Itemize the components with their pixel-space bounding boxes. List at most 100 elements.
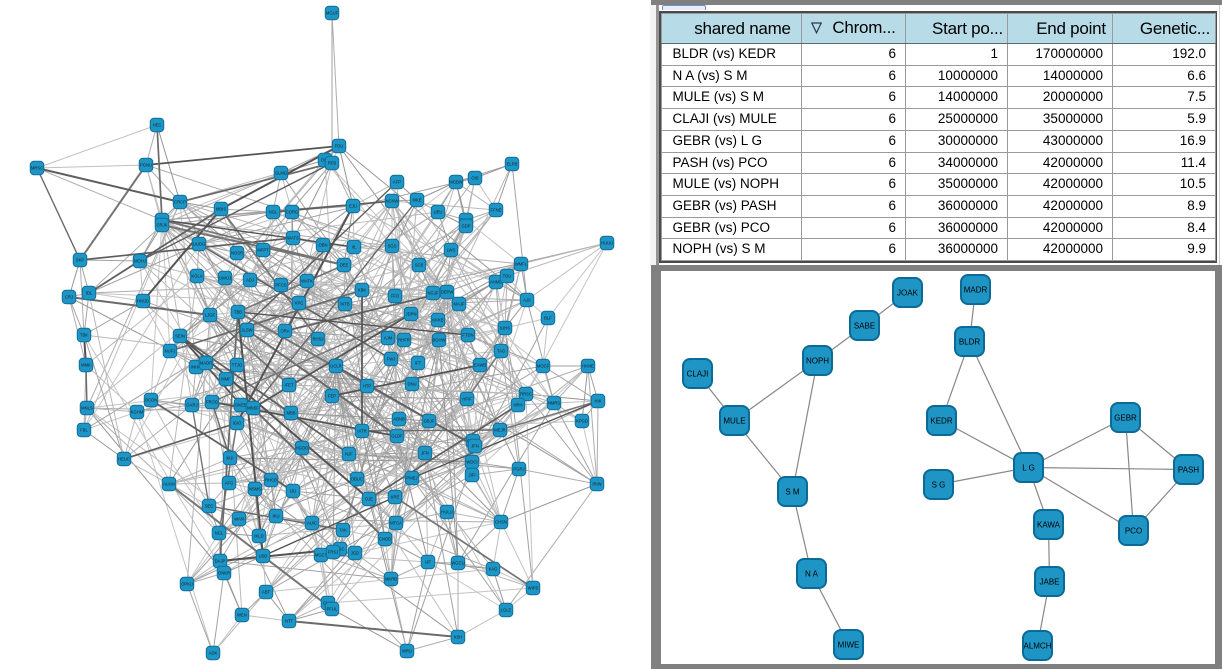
svg-text:KKKB: KKKB: [432, 318, 443, 323]
svg-text:UWUJ: UWUJ: [219, 276, 231, 281]
svg-text:CLAJI: CLAJI: [687, 369, 709, 378]
svg-text:SCB: SCB: [415, 263, 424, 268]
svg-text:FTDN: FTDN: [462, 333, 473, 338]
svg-text:KRE: KRE: [391, 495, 400, 500]
svg-text:GLMG: GLMG: [275, 171, 287, 176]
svg-text:MFPT: MFPT: [257, 248, 269, 253]
svg-text:FFNE: FFNE: [491, 208, 502, 213]
svg-text:FBL: FBL: [80, 428, 88, 433]
svg-text:RHCB: RHCB: [265, 478, 277, 483]
svg-text:CRJ: CRJ: [65, 295, 73, 300]
svg-text:NJF: NJF: [345, 452, 353, 457]
svg-text:EJU: EJU: [349, 204, 357, 209]
svg-text:PMEJ: PMEJ: [406, 476, 417, 481]
svg-text:FOU: FOU: [335, 144, 344, 149]
svg-text:HGOO: HGOO: [296, 446, 310, 451]
svg-text:IJF: IJF: [425, 560, 431, 565]
svg-text:IJU: IJU: [290, 489, 296, 494]
svg-text:FRSJ: FRSJ: [328, 550, 338, 555]
svg-text:MIWE: MIWE: [838, 640, 860, 649]
svg-text:MGUF: MGUF: [326, 11, 339, 16]
svg-text:HULU: HULU: [441, 510, 452, 515]
svg-text:KPC: KPC: [295, 301, 304, 306]
svg-text:HFIF: HFIF: [462, 397, 472, 402]
svg-text:OPKU: OPKU: [181, 582, 193, 587]
svg-text:INHN: INHN: [191, 365, 201, 370]
svg-text:HWJD: HWJD: [137, 299, 149, 304]
svg-text:NGL: NGL: [269, 210, 278, 215]
svg-text:KBK: KBK: [358, 288, 367, 293]
svg-text:KGHM: KGHM: [131, 410, 144, 415]
svg-text:IFT: IFT: [415, 361, 422, 366]
svg-text:WGCU: WGCU: [451, 561, 464, 566]
svg-text:WATK: WATK: [301, 279, 313, 284]
svg-text:MOHJ: MOHJ: [134, 259, 146, 264]
svg-text:ADJ: ADJ: [246, 278, 254, 283]
svg-text:MGCT: MGCT: [315, 553, 328, 558]
svg-text:FFO: FFO: [391, 294, 400, 299]
svg-text:KSH: KSH: [454, 635, 463, 640]
svg-text:KUI: KUI: [227, 456, 234, 461]
svg-text:KAWA: KAWA: [1037, 520, 1061, 529]
svg-text:WMFL: WMFL: [515, 262, 528, 267]
svg-text:IFET: IFET: [284, 383, 294, 388]
svg-text:MTCA: MTCA: [390, 521, 402, 526]
svg-text:WRU: WRU: [402, 649, 412, 654]
svg-text:MRSC: MRSC: [31, 166, 43, 171]
svg-text:USD: USD: [259, 554, 268, 559]
svg-text:MNLS: MNLS: [81, 406, 93, 411]
svg-text:S M: S M: [785, 487, 800, 496]
svg-text:CNOD: CNOD: [379, 537, 391, 542]
svg-text:IKU: IKU: [273, 514, 280, 519]
svg-text:SKP: SKP: [76, 258, 85, 263]
svg-text:NUFJ: NUFJ: [165, 349, 176, 354]
svg-text:BGHW: BGHW: [432, 338, 445, 343]
svg-text:MADR: MADR: [200, 361, 212, 366]
svg-text:SGS: SGS: [388, 244, 397, 249]
svg-text:MBB: MBB: [286, 411, 295, 416]
svg-text:N A: N A: [805, 569, 819, 578]
svg-text:CRJK: CRJK: [157, 223, 168, 228]
svg-text:MKE: MKE: [412, 198, 421, 203]
svg-text:MEJR: MEJR: [494, 428, 505, 433]
svg-text:WDCI: WDCI: [466, 460, 477, 465]
svg-text:IKTB: IKTB: [340, 302, 350, 307]
svg-text:OKEE: OKEE: [235, 403, 247, 408]
svg-text:TBB: TBB: [234, 310, 242, 315]
svg-text:IKLD: IKLD: [254, 534, 263, 539]
svg-text:CHSN: CHSN: [495, 520, 507, 525]
svg-text:ABT: ABT: [262, 590, 271, 595]
svg-text:UCLR: UCLR: [330, 364, 341, 369]
svg-text:DNU: DNU: [407, 382, 416, 387]
svg-text:BLDR: BLDR: [959, 337, 981, 346]
svg-text:IRIW: IRIW: [592, 482, 601, 487]
svg-text:NGJF: NGJF: [428, 291, 439, 296]
svg-text:WATS: WATS: [287, 236, 299, 241]
svg-text:HEUC: HEUC: [118, 457, 130, 462]
svg-text:TBK: TBK: [80, 333, 88, 338]
svg-text:NMRS: NMRS: [548, 401, 561, 406]
svg-text:JLSW: JLSW: [241, 328, 252, 333]
svg-text:MNSF: MNSF: [247, 406, 259, 411]
svg-text:OCON: OCON: [145, 398, 158, 403]
svg-text:TAK: TAK: [339, 528, 347, 533]
svg-text:IATR: IATR: [357, 429, 366, 434]
svg-text:RHSJ: RHSJ: [313, 337, 324, 342]
svg-text:CORG: CORG: [286, 210, 299, 215]
svg-text:OIS: OIS: [471, 176, 478, 181]
svg-text:AJS: AJS: [523, 298, 531, 303]
svg-text:KAG: KAG: [489, 567, 498, 572]
svg-text:MBIS: MBIS: [216, 207, 226, 212]
svg-text:L G: L G: [1022, 463, 1035, 472]
svg-text:KGLA: KGLA: [191, 274, 202, 279]
svg-text:JGD: JGD: [351, 551, 359, 556]
svg-text:JABE: JABE: [1039, 577, 1059, 586]
svg-text:PGRJ: PGRJ: [513, 467, 524, 472]
svg-text:HRH: HRH: [513, 403, 522, 408]
svg-text:DEPW: DEPW: [441, 290, 454, 295]
svg-text:MMK: MMK: [81, 363, 91, 368]
svg-text:ELPB: ELPB: [507, 162, 518, 167]
svg-text:IUHS: IUHS: [500, 326, 510, 331]
svg-text:LWS: LWS: [447, 248, 456, 253]
svg-text:CRCP: CRCP: [174, 200, 186, 205]
